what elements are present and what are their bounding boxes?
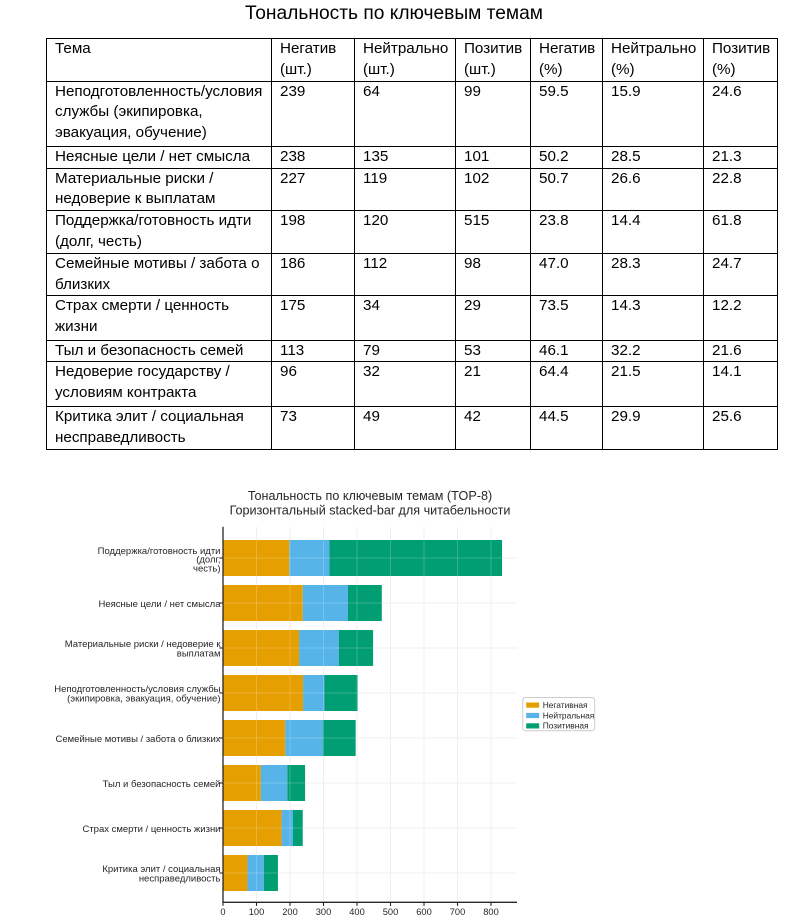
svg-text:200: 200 xyxy=(282,907,298,917)
svg-text:Неясные цели / нет смысла: Неясные цели / нет смысла xyxy=(99,599,222,610)
svg-text:Критика элит / социальная: Критика элит / социальная xyxy=(102,864,220,875)
svg-text:Нейтральная: Нейтральная xyxy=(543,710,595,720)
svg-text:Тональность по ключевым темам: Тональность по ключевым темам (TOP-8) xyxy=(248,489,492,503)
svg-text:Поддержка/готовность идти: Поддержка/готовность идти xyxy=(98,546,221,557)
svg-text:несправедливость: несправедливость xyxy=(139,874,221,885)
svg-text:500: 500 xyxy=(383,907,399,917)
svg-text:Негативная: Негативная xyxy=(543,700,588,710)
svg-text:600: 600 xyxy=(416,907,432,917)
svg-text:Тыл и безопасность семей: Тыл и безопасность семей xyxy=(103,779,221,790)
svg-text:100: 100 xyxy=(249,907,265,917)
svg-text:Материальные риски / недоверие: Материальные риски / недоверие к xyxy=(65,639,222,650)
svg-text:Горизонтальный stacked-bar для: Горизонтальный stacked-bar для читабельн… xyxy=(230,504,511,518)
svg-text:700: 700 xyxy=(450,907,466,917)
svg-text:Позитивная: Позитивная xyxy=(543,721,589,731)
svg-text:0: 0 xyxy=(220,907,225,917)
svg-text:800: 800 xyxy=(483,907,499,917)
svg-text:выплатам: выплатам xyxy=(177,649,221,660)
svg-text:Страх смерти / ценность жизни: Страх смерти / ценность жизни xyxy=(82,824,220,835)
svg-text:Неподготовленность/условия слу: Неподготовленность/условия службы xyxy=(54,684,220,695)
svg-text:Семейные мотивы / забота о бли: Семейные мотивы / забота о близких xyxy=(56,734,221,745)
svg-text:400: 400 xyxy=(349,907,365,917)
svg-text:(экипировка, эвакуация, обучен: (экипировка, эвакуация, обучение) xyxy=(67,694,220,705)
svg-text:(долг,: (долг, xyxy=(196,555,220,566)
svg-text:300: 300 xyxy=(316,907,332,917)
svg-text:честь): честь) xyxy=(193,563,220,574)
